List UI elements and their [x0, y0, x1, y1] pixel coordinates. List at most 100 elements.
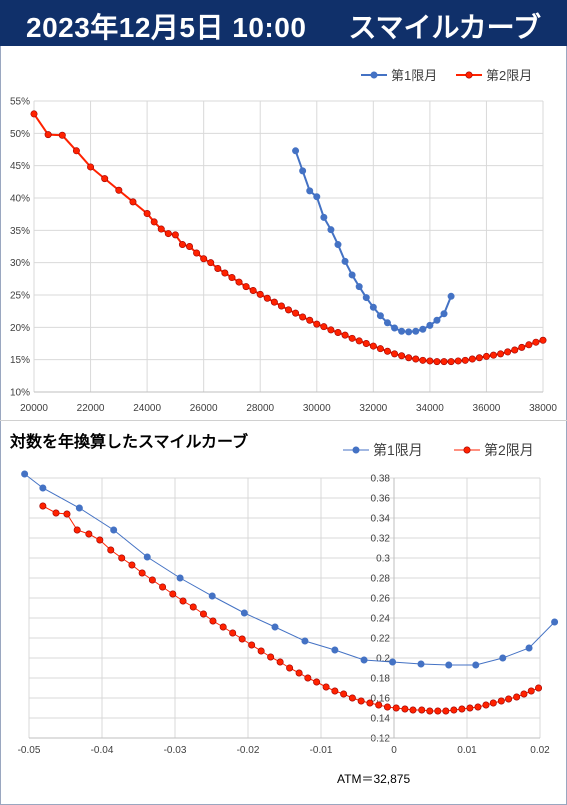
data-point	[320, 213, 328, 221]
data-point	[398, 352, 406, 360]
data-point	[189, 603, 197, 611]
x-tick-label: 30000	[303, 403, 331, 414]
y-tick-label: 0.3	[376, 554, 390, 565]
data-point	[357, 697, 365, 705]
data-point	[433, 358, 441, 366]
data-point	[482, 701, 490, 709]
data-point	[248, 641, 256, 649]
data-point	[87, 163, 95, 171]
data-point	[238, 635, 246, 643]
legend-marker	[463, 446, 471, 454]
y-tick-label: 20%	[10, 323, 30, 334]
series-line	[42, 505, 539, 712]
x-tick-label: 22000	[77, 403, 105, 414]
data-point	[292, 147, 300, 155]
data-point	[348, 334, 356, 342]
data-point	[434, 707, 442, 715]
data-point	[527, 687, 535, 695]
data-point	[355, 283, 363, 291]
data-point	[150, 218, 158, 226]
data-point	[348, 694, 356, 702]
data-point	[306, 187, 314, 195]
x-tick-label: -0.03	[164, 745, 187, 756]
data-point	[270, 298, 278, 306]
data-point	[138, 569, 146, 577]
data-point	[433, 316, 441, 324]
data-point	[39, 502, 47, 510]
y-tick-label: 0.18	[371, 674, 391, 685]
data-point	[171, 231, 179, 239]
data-point	[375, 701, 383, 709]
y-tick-label: 45%	[10, 161, 30, 172]
title-name: スマイルカーブ	[348, 12, 541, 43]
x-tick-label: -0.02	[237, 745, 260, 756]
data-point	[101, 175, 109, 183]
data-point	[447, 358, 455, 366]
data-point	[525, 341, 533, 349]
data-point	[115, 186, 123, 194]
y-tick-label: 15%	[10, 355, 30, 366]
data-point	[450, 706, 458, 714]
data-point	[199, 610, 207, 618]
legend-label: 第2限月	[484, 442, 534, 458]
chart-divider	[0, 420, 567, 421]
data-point	[306, 316, 314, 324]
series-2	[39, 502, 543, 715]
data-point	[401, 705, 409, 713]
data-point	[513, 693, 521, 701]
log-annualized-chart: -0.05 -0.04 -0.03 -0.02 -0.01 0 0.01 0.02 0.12 0.…	[18, 442, 559, 756]
data-point	[551, 618, 559, 626]
data-point	[497, 697, 505, 705]
data-point	[219, 623, 227, 631]
data-point	[392, 704, 400, 712]
data-point	[475, 354, 483, 362]
data-point	[535, 684, 543, 692]
data-point	[208, 592, 216, 600]
x-tick-label: 36000	[473, 403, 501, 414]
chart2-title: 対数を年換算したスマイルカーブ	[10, 434, 249, 451]
data-point	[447, 292, 455, 300]
data-point	[391, 324, 399, 332]
data-point	[366, 699, 374, 707]
data-point	[417, 660, 425, 668]
data-point	[143, 553, 151, 561]
data-point	[75, 504, 83, 512]
data-point	[334, 329, 342, 337]
data-point	[327, 326, 335, 334]
data-point	[391, 350, 399, 358]
data-point	[539, 336, 547, 344]
y-tick-label: 0.26	[371, 594, 391, 605]
y-tick-label: 25%	[10, 291, 30, 302]
data-point	[186, 243, 194, 251]
data-point	[295, 669, 303, 677]
data-point	[389, 658, 397, 666]
data-point	[468, 355, 476, 363]
y-tick-label: 0.2	[376, 654, 390, 665]
data-point	[73, 526, 81, 534]
data-point	[299, 167, 307, 175]
y-tick-label: 50%	[10, 129, 30, 140]
data-point	[229, 629, 237, 637]
data-point	[482, 352, 490, 360]
x-tick-label: 38000	[529, 403, 557, 414]
y-tick-label: 0.16	[371, 694, 391, 705]
data-point	[110, 526, 118, 534]
data-point	[313, 320, 321, 328]
data-point	[445, 661, 453, 669]
data-point	[383, 319, 391, 327]
data-point	[176, 574, 184, 582]
data-point	[490, 351, 498, 359]
data-point	[419, 325, 427, 333]
data-point	[426, 321, 434, 329]
data-point	[299, 313, 307, 321]
data-point	[376, 312, 384, 320]
data-point	[348, 271, 356, 279]
data-point	[143, 210, 151, 218]
smile-curve-chart: 20000 22000 24000 26000 28000 30000 32000 34000…	[10, 68, 557, 414]
y-tick-label: 0.34	[371, 514, 391, 525]
data-point	[334, 241, 342, 249]
data-point	[313, 193, 321, 201]
y-tick-label: 0.24	[371, 614, 391, 625]
data-point	[267, 653, 275, 661]
data-point	[209, 617, 217, 625]
